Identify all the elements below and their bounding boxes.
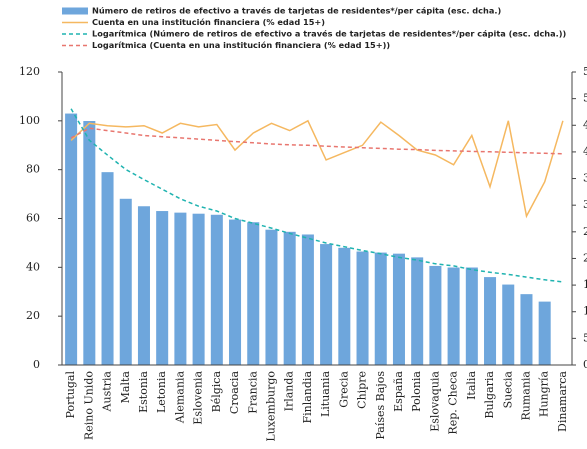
x-tick-label: Rumania xyxy=(519,371,532,421)
bar xyxy=(338,247,351,365)
bar xyxy=(320,244,333,365)
x-tick-label: Eslovenia xyxy=(192,371,205,425)
bar xyxy=(156,211,169,365)
y-tick-label: 60 xyxy=(26,212,40,225)
x-tick-label: Letonia xyxy=(155,371,168,413)
bar xyxy=(538,301,551,365)
x-tick-label: Finlandia xyxy=(301,371,314,424)
y2-tick-label: 50 xyxy=(583,92,587,105)
bar xyxy=(374,252,387,365)
legend-swatch xyxy=(62,7,88,15)
bar xyxy=(192,213,205,365)
y2-tick-label: 55 xyxy=(583,65,587,78)
bar xyxy=(210,214,223,365)
x-tick-label: Alemania xyxy=(173,371,186,425)
x-tick-label: Hungría xyxy=(538,371,551,418)
x-tick-label: España xyxy=(392,371,405,412)
bar xyxy=(356,251,369,365)
y2-tick-label: 0 xyxy=(583,358,587,371)
legend-label: Número de retiros de efectivo a través d… xyxy=(92,6,501,16)
bar xyxy=(484,277,497,365)
bar xyxy=(502,284,515,365)
x-tick-label: Reino Unido xyxy=(82,371,95,440)
bar xyxy=(429,265,442,365)
bar xyxy=(301,234,314,365)
y2-tick-label: 35 xyxy=(583,172,587,185)
x-tick-label: Suecia xyxy=(501,371,514,409)
x-tick-label: Chipre xyxy=(356,371,369,409)
x-tick-label: Portugal xyxy=(64,371,77,419)
x-tick-label: Bélgica xyxy=(210,371,223,413)
legend-label: Logarítmica (Número de retiros de efecti… xyxy=(92,29,567,39)
bar xyxy=(465,267,478,365)
y2-tick-label: 15 xyxy=(583,278,587,291)
bar xyxy=(229,219,242,365)
y-tick-label: 80 xyxy=(26,163,40,176)
y-tick-label: 0 xyxy=(33,358,40,371)
bar xyxy=(247,222,260,365)
bar xyxy=(137,206,150,365)
y-tick-label: 40 xyxy=(26,260,40,273)
y2-tick-label: 45 xyxy=(583,118,587,131)
x-tick-label: Luxemburgo xyxy=(264,371,277,442)
x-tick-label: Estonia xyxy=(137,371,150,413)
x-tick-label: Eslovaquia xyxy=(428,371,441,432)
x-tick-label: Rep. Checa xyxy=(447,371,460,435)
y2-tick-label: 10 xyxy=(583,305,587,318)
bar xyxy=(392,253,405,365)
x-tick-label: Austria xyxy=(101,371,114,413)
x-tick-label: Malta xyxy=(119,371,132,404)
bar xyxy=(174,212,187,365)
y-tick-label: 20 xyxy=(26,309,40,322)
y2-tick-label: 20 xyxy=(583,251,587,264)
bar xyxy=(520,294,533,365)
x-tick-label: Países Bajos xyxy=(374,371,387,440)
bar xyxy=(101,172,114,365)
bar xyxy=(119,198,132,365)
legend-label: Cuenta en una institución financiera (% … xyxy=(92,17,325,27)
trend-line xyxy=(70,108,563,283)
x-tick-label: Grecia xyxy=(337,371,350,408)
trend-line xyxy=(70,127,563,155)
y-tick-label: 100 xyxy=(19,114,40,127)
bar xyxy=(411,257,424,365)
bar xyxy=(283,231,296,365)
x-tick-label: Dinamarca xyxy=(556,371,569,432)
x-tick-label: Francia xyxy=(246,371,259,414)
y2-tick-label: 30 xyxy=(583,198,587,211)
x-tick-label: Irlanda xyxy=(283,371,296,412)
x-tick-label: Croacia xyxy=(228,371,241,415)
line xyxy=(70,119,564,219)
x-tick-label: Lituania xyxy=(319,371,332,417)
y-tick-label: 120 xyxy=(19,65,40,78)
legend-label: Logarítmica (Cuenta en una institución f… xyxy=(92,40,390,50)
x-tick-label: Italia xyxy=(465,371,478,400)
x-tick-label: Polonia xyxy=(410,371,423,412)
y2-tick-label: 25 xyxy=(583,225,587,238)
y2-tick-label: 40 xyxy=(583,145,587,158)
bar xyxy=(265,229,278,365)
bar xyxy=(447,267,460,365)
y2-tick-label: 5 xyxy=(583,331,587,344)
bar xyxy=(65,113,78,365)
x-tick-label: Bulgaria xyxy=(483,371,496,419)
bar xyxy=(83,121,96,365)
